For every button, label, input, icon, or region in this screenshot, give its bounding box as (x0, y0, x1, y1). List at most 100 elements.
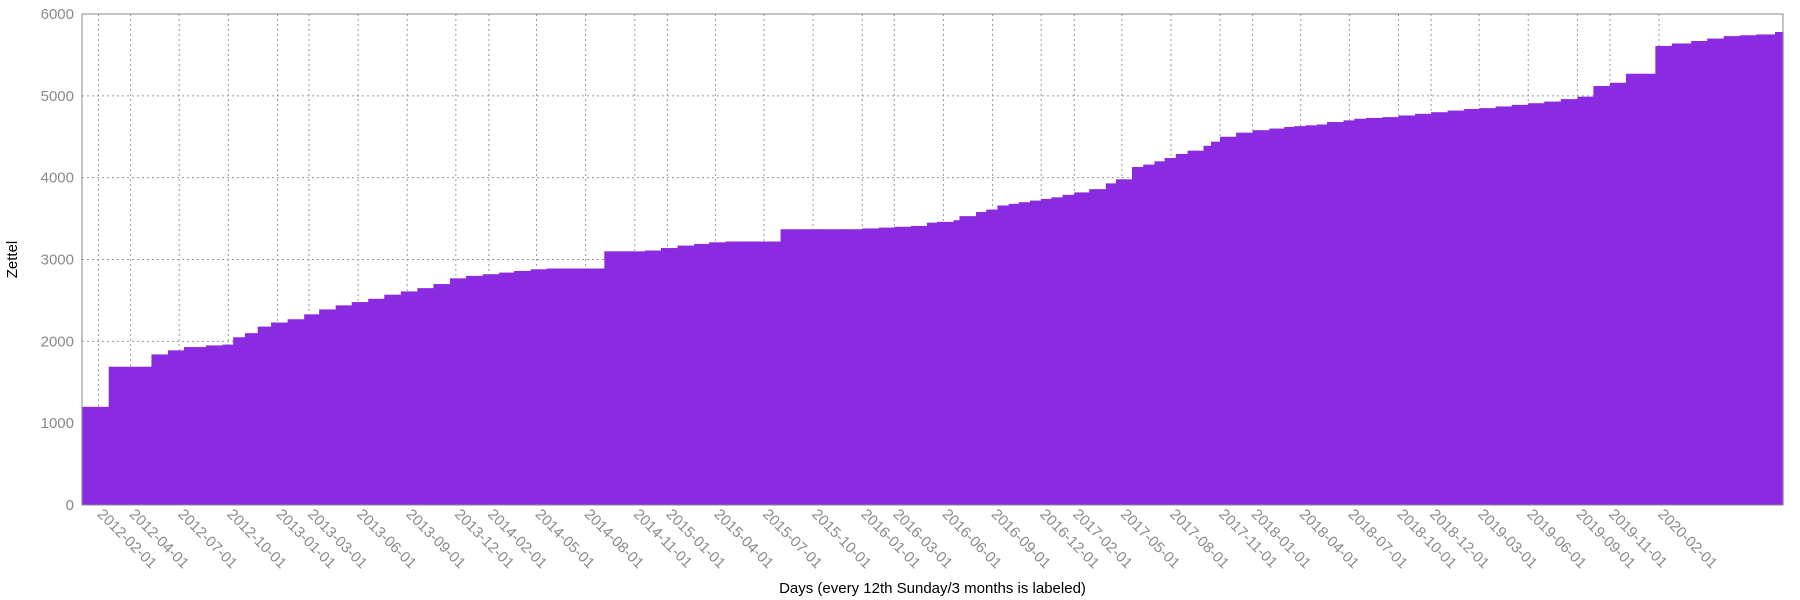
area-step (1269, 128, 1285, 506)
area-step (335, 305, 353, 505)
area-step (205, 345, 224, 505)
area-step (563, 268, 605, 505)
area-step (1029, 200, 1042, 505)
y-axis-ticks: 0 1000 2000 3000 4000 5000 6000 (41, 6, 74, 514)
y-tick-label: 5000 (41, 88, 74, 105)
area-step (1062, 194, 1075, 505)
area-step (910, 225, 928, 505)
y-tick-label: 4000 (41, 170, 74, 187)
area-step (1074, 192, 1090, 505)
area-step (644, 250, 662, 505)
area-step (233, 337, 246, 505)
area-step (287, 319, 305, 505)
area-step (959, 216, 977, 505)
area-step (1642, 73, 1656, 505)
area-step (1739, 35, 1757, 505)
area-step (1105, 183, 1117, 505)
area-step (1464, 108, 1480, 505)
area-step (1398, 115, 1416, 506)
area-step (1115, 179, 1133, 505)
area-step (1252, 130, 1270, 505)
area-step (1707, 38, 1725, 506)
area-step (184, 347, 207, 505)
x-axis-ticks: 2012-02-012012-04-012012-07-012012-10-01… (94, 506, 1721, 572)
area-step (1609, 82, 1627, 506)
area-step (1211, 141, 1221, 505)
area-step (1560, 99, 1578, 506)
y-axis-label: Zettel (4, 241, 21, 279)
area-step (1625, 73, 1644, 505)
y-tick-label: 6000 (41, 6, 74, 23)
area-step (1008, 203, 1020, 505)
area-step (271, 322, 289, 505)
area-step (368, 298, 385, 505)
area-step (222, 344, 234, 505)
area-step (1577, 96, 1595, 505)
area-step (1187, 150, 1205, 505)
area-step (1164, 158, 1177, 505)
area-step (894, 226, 912, 505)
area-step (953, 220, 961, 505)
area-step (1041, 198, 1052, 505)
plot-frame (81, 13, 1784, 506)
area-step (1528, 103, 1545, 505)
area-step (862, 228, 880, 506)
area-step (1447, 110, 1465, 506)
area-step (530, 269, 548, 505)
area-step (1382, 117, 1400, 506)
area-step (1756, 34, 1776, 505)
area-step (1593, 86, 1611, 505)
area-step (1236, 132, 1254, 506)
x-axis-label: Days (every 12th Sunday/3 months is labe… (779, 580, 1086, 597)
area-step (1018, 202, 1031, 505)
area-step (1671, 43, 1692, 506)
area-step (725, 241, 743, 505)
area-step (1544, 101, 1562, 505)
area-step (1154, 161, 1166, 506)
area-step (108, 366, 153, 505)
area-step (400, 291, 418, 505)
area-step (1051, 197, 1064, 505)
area-step (167, 350, 185, 505)
area-step (1774, 32, 1784, 506)
area-step (1691, 41, 1708, 505)
area-step (546, 268, 564, 505)
area-step (1305, 125, 1318, 505)
y-tick-label: 2000 (41, 333, 74, 350)
area-step (304, 314, 320, 505)
area-step (976, 212, 987, 505)
area-step (1143, 164, 1156, 505)
area-step (708, 242, 727, 505)
area-step (1089, 189, 1107, 505)
area-step (433, 284, 451, 505)
area-step (817, 229, 847, 505)
area-step (319, 309, 337, 505)
area-step (1203, 145, 1212, 506)
area-step (449, 278, 467, 505)
area-step (937, 221, 955, 505)
area-step (257, 326, 272, 505)
area-step (1131, 167, 1144, 506)
area-step (997, 205, 1010, 506)
area-step (82, 406, 110, 505)
area-step (1316, 124, 1328, 505)
area-step (1326, 122, 1345, 506)
plot-area (82, 32, 1784, 506)
area-step (244, 333, 259, 505)
area-step (1511, 104, 1529, 506)
area-step (514, 270, 532, 505)
y-tick-label: 0 (66, 497, 74, 514)
y-tick-label: 3000 (41, 252, 74, 269)
area-step (604, 251, 629, 505)
area-step (694, 243, 710, 505)
area-step (151, 354, 169, 505)
y-tick-label: 1000 (41, 415, 74, 432)
area-step (1294, 126, 1307, 505)
area-step (845, 229, 863, 505)
area-step (482, 274, 500, 505)
area-step (417, 288, 435, 505)
area-step (351, 302, 369, 505)
area-step (741, 241, 782, 505)
area-step (1655, 45, 1673, 505)
